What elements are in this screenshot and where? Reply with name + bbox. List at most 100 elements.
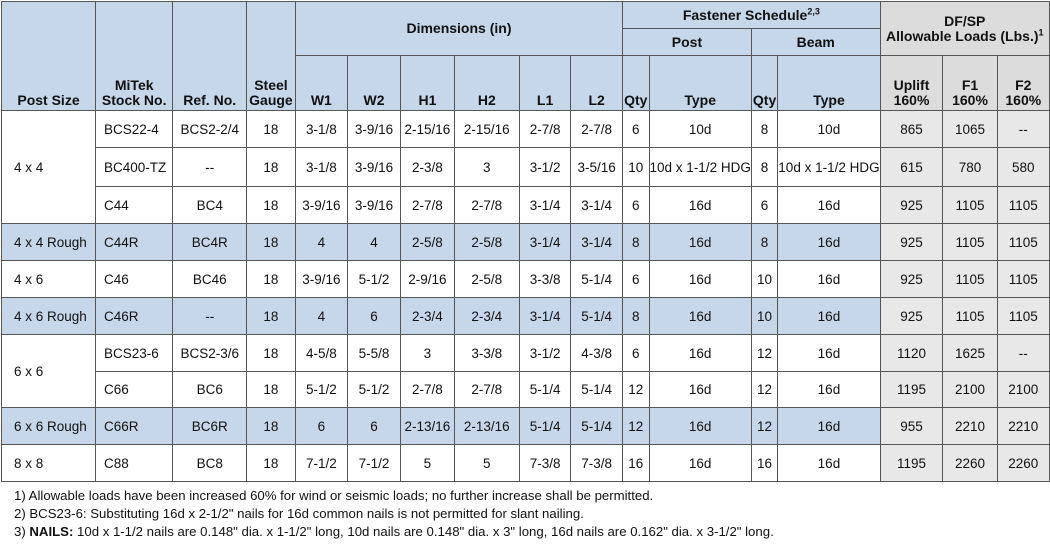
beam-type-cell: 16d bbox=[777, 334, 881, 372]
post-type-cell: 16d bbox=[648, 371, 752, 408]
header-h1: H1 bbox=[400, 55, 455, 111]
header-dfsp-line2: Allowable Loads (Lbs.) bbox=[886, 27, 1039, 44]
beam-type-cell: 16d bbox=[777, 223, 881, 261]
header-post-qty: Qty bbox=[622, 55, 650, 111]
header-mitek-stock-no-line1: MiTek bbox=[114, 77, 154, 93]
table-row: 4 x 4 BCS22-4 BCS2-2/4 18 3-1/8 3-9/16 2-15/16… bbox=[1, 110, 1050, 224]
f2-cell: 1105 bbox=[996, 223, 1050, 261]
uplift-cell: 925 bbox=[879, 297, 944, 335]
header-dfsp-line1: DF/SP bbox=[944, 12, 986, 29]
header-l2: L2 bbox=[570, 55, 624, 111]
ref-no-cell: BC6 bbox=[172, 371, 247, 408]
stock-no-cell: BCS23-6 bbox=[94, 334, 174, 372]
post-cap-spec-table: Post Size MiTek Stock No. Ref. No. Steel… bbox=[1, 1, 1050, 482]
beam-qty-cell: 8 bbox=[750, 223, 779, 261]
w2-cell: 4 bbox=[346, 223, 402, 261]
header-beam-type: Type bbox=[777, 55, 881, 111]
beam-qty-cell: 12 bbox=[750, 371, 779, 408]
ref-no-cell: BC6R bbox=[172, 407, 247, 445]
steel-gauge-cell: 18 bbox=[245, 407, 296, 445]
header-post: Post bbox=[622, 28, 752, 56]
l2-cell: 5-1/4 bbox=[570, 297, 624, 335]
l2-cell: 7-3/8 bbox=[570, 444, 624, 482]
post-qty-cell: 12 bbox=[622, 371, 650, 408]
l2-cell: 5-1/4 bbox=[570, 371, 624, 408]
h1-cell: 2-7/8 bbox=[400, 371, 455, 408]
stock-no-cell: C66 bbox=[94, 371, 174, 408]
f1-cell: 2210 bbox=[942, 407, 998, 445]
w2-cell: 7-1/2 bbox=[346, 444, 402, 482]
beam-type-cell: 16d bbox=[777, 186, 881, 224]
h2-cell: 2-13/16 bbox=[453, 407, 521, 445]
w1-cell: 5-1/2 bbox=[294, 371, 348, 408]
beam-qty-cell: 10 bbox=[750, 297, 779, 335]
f2-cell: 2260 bbox=[996, 444, 1050, 482]
w2-cell: 5-1/2 bbox=[346, 371, 402, 408]
beam-type-cell: 16d bbox=[777, 260, 881, 298]
beam-qty-cell: 12 bbox=[750, 407, 779, 445]
steel-gauge-cell: 18 bbox=[245, 110, 296, 148]
header-uplift-line2: 160% bbox=[893, 92, 930, 108]
footnote-1: 1) Allowable loads have been increased 6… bbox=[14, 488, 654, 503]
w2-cell: 3-9/16 bbox=[346, 147, 402, 187]
f2-cell: -- bbox=[996, 110, 1050, 148]
beam-type-cell: 16d bbox=[777, 444, 881, 482]
f1-cell: 1105 bbox=[942, 223, 998, 261]
header-dfsp-allowable-loads: DF/SP Allowable Loads (Lbs.)1 bbox=[879, 1, 1050, 56]
f2-cell: 1105 bbox=[996, 297, 1050, 335]
header-f2-line1: F2 bbox=[1015, 77, 1032, 93]
l2-cell: 4-3/8 bbox=[570, 334, 624, 372]
uplift-cell: 615 bbox=[879, 147, 944, 187]
footnote-2: 2) BCS23-6: Substituting 16d x 2-1/2" na… bbox=[14, 506, 584, 521]
l2-cell: 2-7/8 bbox=[570, 110, 624, 148]
beam-qty-cell: 8 bbox=[750, 110, 779, 148]
footnote-3: 3) NAILS: 10d x 1-1/2 nails are 0.148" d… bbox=[14, 523, 774, 541]
f1-cell: 1105 bbox=[942, 297, 998, 335]
w1-cell: 7-1/2 bbox=[294, 444, 348, 482]
header-f1-line2: 160% bbox=[952, 92, 988, 108]
header-f1: F1 160% bbox=[942, 55, 998, 111]
header-w2: W2 bbox=[346, 55, 402, 111]
header-fastener-schedule: Fastener Schedule2,3 bbox=[622, 1, 881, 29]
footnote-3-label: NAILS: bbox=[29, 524, 74, 539]
header-steel-gauge-line1: Steel bbox=[254, 77, 288, 93]
f2-cell: 2100 bbox=[996, 371, 1050, 408]
l1-cell: 7-3/8 bbox=[518, 444, 572, 482]
post-qty-cell: 6 bbox=[622, 186, 650, 224]
steel-gauge-cell: 18 bbox=[245, 371, 296, 408]
uplift-cell: 1195 bbox=[879, 371, 944, 408]
f2-cell: -- bbox=[996, 334, 1050, 372]
footnotes: 1) Allowable loads have been increased 6… bbox=[14, 487, 774, 541]
post-type-cell: 16d bbox=[648, 297, 752, 335]
uplift-cell: 925 bbox=[879, 186, 944, 224]
h1-cell: 2-15/16 bbox=[400, 110, 455, 148]
f1-cell: 1065 bbox=[942, 110, 998, 148]
stock-no-cell: BCS22-4 bbox=[94, 110, 174, 148]
l1-cell: 3-1/4 bbox=[518, 186, 572, 224]
header-h2: H2 bbox=[453, 55, 521, 111]
header-beam: Beam bbox=[750, 28, 881, 56]
steel-gauge-cell: 18 bbox=[245, 334, 296, 372]
w1-cell: 6 bbox=[294, 407, 348, 445]
w2-cell: 5-1/2 bbox=[346, 260, 402, 298]
ref-no-cell: BC46 bbox=[172, 260, 247, 298]
table-row: C44 BC4 18 3-9/16 3-9/16 2-7/8 2-7/8 3-1/4 3-1/4… bbox=[2, 186, 1050, 224]
w1-cell: 3-1/8 bbox=[294, 110, 348, 148]
uplift-cell: 1195 bbox=[879, 444, 944, 482]
header-mitek-stock-no-line2: Stock No. bbox=[101, 92, 167, 108]
header-dimensions: Dimensions (in) bbox=[294, 1, 624, 56]
header-fastener-schedule-sup: 2,3 bbox=[807, 5, 820, 16]
l1-cell: 5-1/4 bbox=[518, 371, 572, 408]
f1-cell: 1105 bbox=[942, 186, 998, 224]
beam-type-cell: 10d x 1-1/2 HDG bbox=[777, 147, 881, 187]
header-l1: L1 bbox=[518, 55, 572, 111]
ref-no-cell: BCS2-3/6 bbox=[172, 334, 247, 372]
w1-cell: 3-9/16 bbox=[294, 260, 348, 298]
w1-cell: 3-1/8 bbox=[294, 147, 348, 187]
h1-cell: 2-5/8 bbox=[400, 223, 455, 261]
h2-cell: 2-15/16 bbox=[453, 110, 521, 148]
l2-cell: 3-1/4 bbox=[570, 186, 624, 224]
ref-no-cell: -- bbox=[172, 297, 247, 335]
header-post-type: Type bbox=[648, 55, 752, 111]
